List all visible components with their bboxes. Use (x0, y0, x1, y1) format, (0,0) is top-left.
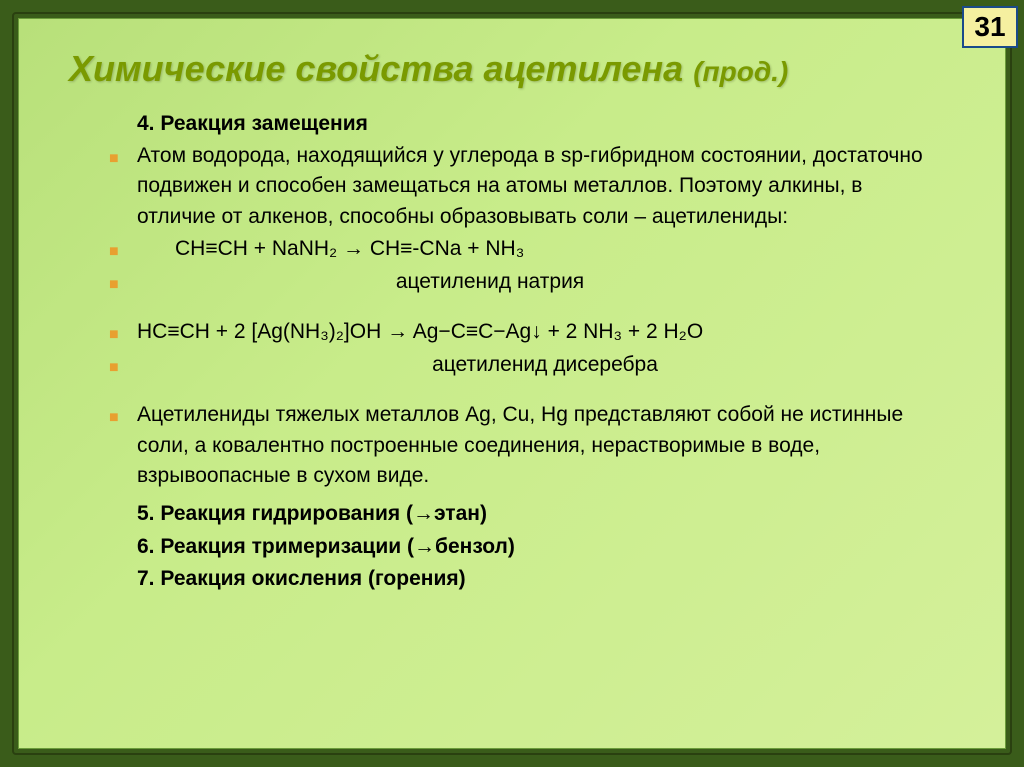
equation-1: CH≡CH + NaNH₂ → CH≡-CNa + NH₃ (137, 234, 925, 264)
page-number: 31 (974, 11, 1005, 43)
section-4-heading: 4. Реакция замещения (137, 109, 925, 139)
section-5: 5. Реакция гидрирования (→этан) (137, 499, 925, 529)
bullet-icon: ■ (109, 141, 137, 170)
equation-2: HC≡CH + 2 [Ag(NH₃)₂]OH → Ag−C≡C−Ag↓ + 2 … (137, 317, 925, 347)
label-2-row: ■ ацетиленид дисеребра (109, 350, 925, 380)
section-4-para2: Ацетилениды тяжелых металлов Ag, Cu, Hg … (137, 400, 925, 491)
section-4-para: Атом водорода, находящийся у углерода в … (137, 141, 925, 232)
bullet-icon: ■ (109, 234, 137, 263)
title-main: Химические свойства ацетилена (69, 48, 683, 89)
slide-content: Химические свойства ацетилена (прод.) ■ … (18, 18, 1006, 749)
equation-1-row: ■ CH≡CH + NaNH₂ → CH≡-CNa + NH₃ (109, 234, 925, 264)
section-7-row: ■ 7. Реакция окисления (горения) (109, 564, 925, 594)
section-5-row: ■ 5. Реакция гидрирования (→этан) (109, 499, 925, 529)
section-6-row: ■ 6. Реакция тримеризации (→бензол) (109, 532, 925, 562)
label-1-row: ■ ацетиленид натрия (109, 267, 925, 297)
page-number-badge: 31 (962, 6, 1018, 48)
title-sub: (прод.) (693, 56, 788, 87)
bullet-icon: ■ (109, 317, 137, 346)
label-1: ацетиленид натрия (137, 267, 925, 297)
bullet-icon: ■ (109, 350, 137, 379)
slide-title: Химические свойства ацетилена (прод.) (69, 49, 955, 89)
content-body: ■ 4. Реакция замещения ■ Атом водорода, … (69, 109, 955, 595)
section-4-para-row: ■ Атом водорода, находящийся у углерода … (109, 141, 925, 232)
equation-2-row: ■ HC≡CH + 2 [Ag(NH₃)₂]OH → Ag−C≡C−Ag↓ + … (109, 317, 925, 347)
bullet-icon: ■ (109, 267, 137, 296)
section-6: 6. Реакция тримеризации (→бензол) (137, 532, 925, 562)
section-4-para2-row: ■ Ацетилениды тяжелых металлов Ag, Cu, H… (109, 400, 925, 491)
bullet-icon: ■ (109, 400, 137, 429)
section-4-heading-row: ■ 4. Реакция замещения (109, 109, 925, 139)
section-7: 7. Реакция окисления (горения) (137, 564, 925, 594)
label-2: ацетиленид дисеребра (137, 350, 925, 380)
